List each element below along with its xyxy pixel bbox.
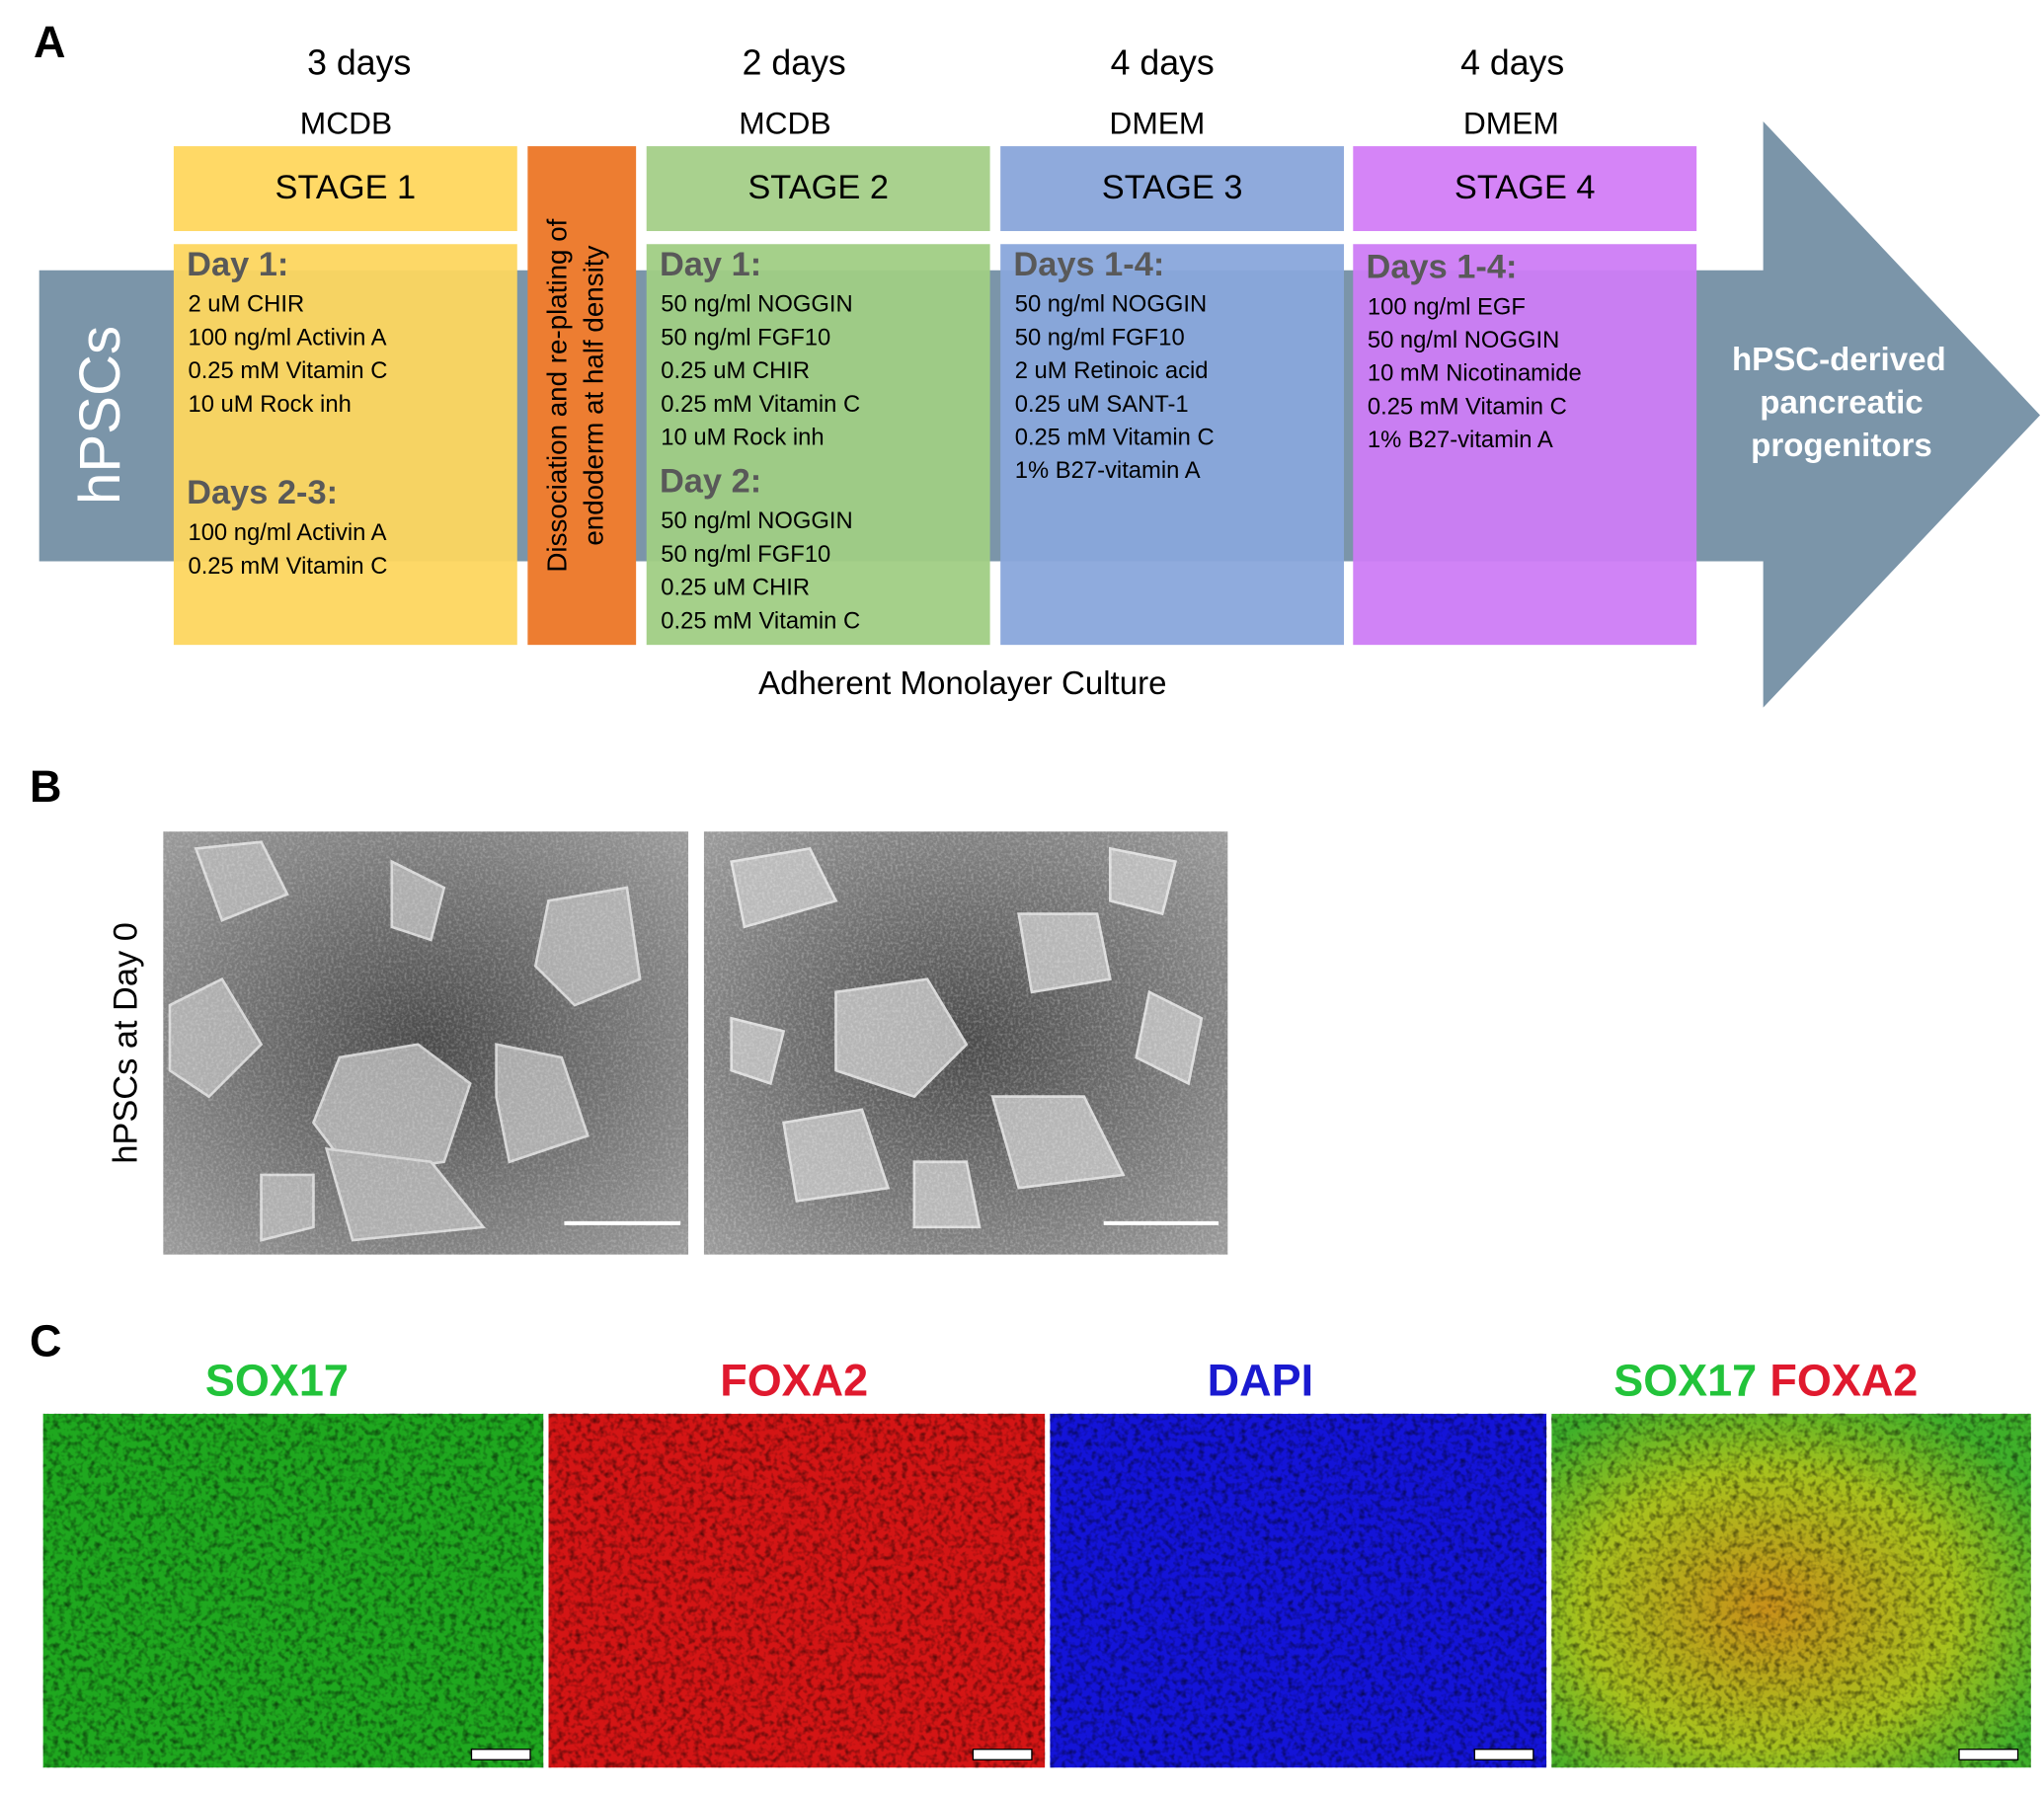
- reagent: 0.25 mM Vitamin C: [188, 553, 387, 580]
- channel-label: SOX17 FOXA2: [1613, 1355, 1918, 1405]
- reagent: 0.25 mM Vitamin C: [1015, 425, 1215, 451]
- start-label: hPSCs: [68, 326, 132, 505]
- reagent: 0.25 uM SANT-1: [1015, 391, 1189, 418]
- panel-label: B: [30, 761, 61, 812]
- block-heading: Days 2-3:: [187, 474, 338, 511]
- texture: [703, 831, 1228, 1255]
- reagent: 50 ng/ml FGF10: [661, 324, 830, 351]
- block-heading: Day 1:: [187, 246, 288, 283]
- stage-name: STAGE 4: [1454, 169, 1596, 206]
- texture: [42, 1413, 544, 1768]
- stage-medium: MCDB: [739, 105, 830, 140]
- scale-bar: [972, 1749, 1033, 1760]
- reagent: 50 ng/ml NOGGIN: [1015, 291, 1207, 318]
- channel-label: SOX17: [205, 1355, 349, 1405]
- stage-content: [173, 244, 517, 646]
- texture: [1050, 1413, 1547, 1768]
- channel-label-part: SOX17: [205, 1355, 349, 1405]
- reagent: 2 uM Retinoic acid: [1015, 357, 1209, 384]
- channel-label-part: SOX17: [1613, 1355, 1757, 1405]
- reagent: 0.25 mM Vitamin C: [1368, 393, 1567, 420]
- channel-label-part: FOXA2: [1769, 1355, 1918, 1405]
- block-heading: Days 1-4:: [1367, 248, 1518, 285]
- reagent: 0.25 mM Vitamin C: [661, 391, 860, 418]
- reagent: 50 ng/ml NOGGIN: [661, 291, 852, 318]
- dissociation-text: endoderm at half density: [578, 246, 608, 546]
- stage-name: STAGE 3: [1102, 169, 1243, 206]
- stage-medium: DMEM: [1463, 105, 1559, 140]
- reagent: 0.25 mM Vitamin C: [661, 607, 860, 634]
- reagent: 100 ng/ml Activin A: [188, 519, 386, 546]
- reagent: 50 ng/ml NOGGIN: [661, 507, 852, 534]
- reagent: 0.25 uM CHIR: [661, 357, 810, 384]
- stage-name: STAGE 2: [747, 169, 889, 206]
- stage-medium: DMEM: [1109, 105, 1205, 140]
- stage-medium: MCDB: [300, 105, 392, 140]
- stage-content: [646, 244, 990, 646]
- micrograph: [703, 831, 1228, 1255]
- scale-bar: [1473, 1749, 1534, 1760]
- stage-duration: 3 days: [307, 43, 411, 83]
- reagent: 0.25 uM CHIR: [661, 575, 810, 601]
- result-label: pancreatic: [1760, 385, 1923, 422]
- reagent: 0.25 mM Vitamin C: [188, 357, 387, 384]
- stage-header: [1000, 146, 1345, 232]
- reagent: 2 uM CHIR: [188, 291, 304, 318]
- scale-bar: [470, 1749, 531, 1760]
- reagent: 1% B27-vitamin A: [1368, 427, 1553, 453]
- reagent: 10 mM Nicotinamide: [1368, 360, 1582, 387]
- channel-label: DAPI: [1208, 1355, 1313, 1405]
- texture: [548, 1413, 1046, 1768]
- stage-header: [173, 146, 517, 232]
- panel-label: C: [30, 1316, 61, 1366]
- block-heading: Day 1:: [660, 246, 761, 283]
- channel-label: FOXA2: [720, 1355, 868, 1405]
- reagent: 50 ng/ml NOGGIN: [1368, 327, 1559, 353]
- block-heading: Days 1-4:: [1013, 246, 1164, 283]
- reagent: 1% B27-vitamin A: [1015, 457, 1201, 484]
- reagent: 100 ng/ml Activin A: [188, 324, 386, 351]
- reagent: 50 ng/ml FGF10: [661, 541, 830, 568]
- reagent: 10 uM Rock inh: [188, 391, 351, 418]
- result-label: progenitors: [1751, 428, 1932, 464]
- reagent: 50 ng/ml FGF10: [1015, 324, 1185, 351]
- reagent: 100 ng/ml EGF: [1368, 293, 1526, 320]
- channel-label-part: FOXA2: [720, 1355, 868, 1405]
- reagent: 10 uM Rock inh: [661, 425, 824, 451]
- y-label: hPSCs at Day 0: [108, 922, 145, 1164]
- scale-bar: [1958, 1749, 2019, 1760]
- stage-content: [1353, 244, 1697, 646]
- stage-duration: 2 days: [743, 43, 846, 83]
- block-heading: Day 2:: [660, 462, 761, 500]
- stage-duration: 4 days: [1460, 43, 1564, 83]
- result-label: hPSC-derived: [1732, 342, 1946, 378]
- dissociation-box: [527, 146, 637, 646]
- texture: [1551, 1413, 2031, 1768]
- dissociation-text: Dissociation and re-plating of: [541, 218, 572, 572]
- channel-label-part: DAPI: [1208, 1355, 1313, 1405]
- stages: 3 days MCDB STAGE 1 Day 1: 2 uM CHIR 100 ng/m…: [173, 43, 1697, 646]
- stage-duration: 4 days: [1111, 43, 1215, 83]
- stage-content: [1000, 244, 1345, 646]
- stage-header: [1353, 146, 1697, 232]
- stage-header: [646, 146, 990, 232]
- footer: Adherent Monolayer Culture: [758, 665, 1166, 702]
- fluorescence-images: SOX17 FOXA2 DAPI SOX17 FOXA2: [42, 1355, 2031, 1768]
- micrograph: [163, 831, 689, 1255]
- stage-name: STAGE 1: [275, 169, 417, 206]
- panel-label: A: [34, 17, 65, 67]
- texture: [163, 831, 689, 1255]
